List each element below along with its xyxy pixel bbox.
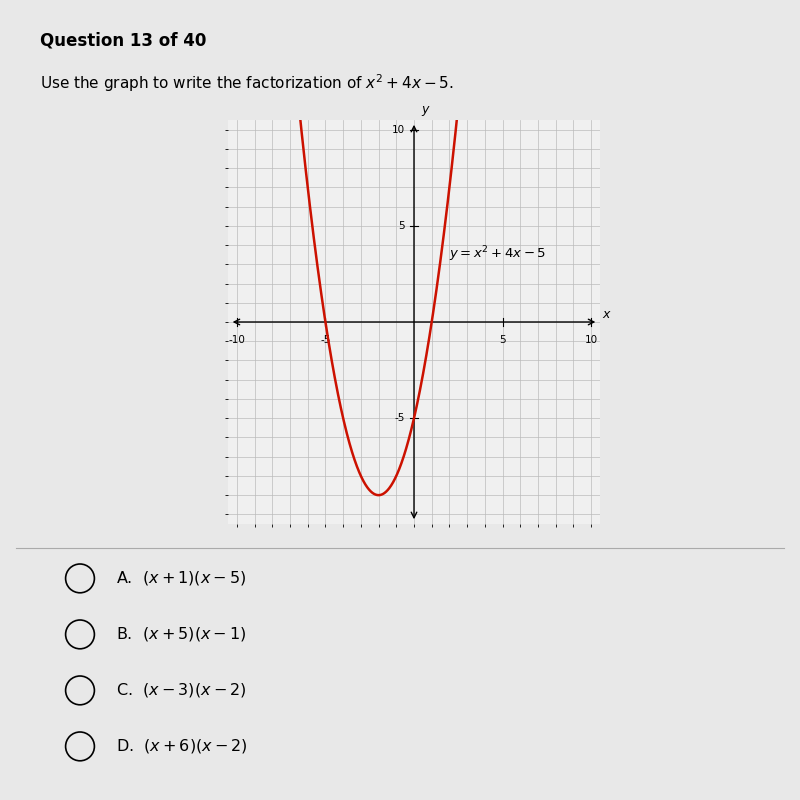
Text: A.  $(x+1)(x-5)$: A. $(x+1)(x-5)$ [116,570,246,587]
Text: 10: 10 [585,335,598,346]
Text: -10: -10 [229,335,246,346]
Text: D.  $(x+6)(x-2)$: D. $(x+6)(x-2)$ [116,738,248,755]
Text: C.  $(x-3)(x-2)$: C. $(x-3)(x-2)$ [116,682,246,699]
Text: Use the graph to write the factorization of $x^2 + 4x - 5$.: Use the graph to write the factorization… [40,72,454,94]
Text: B.  $(x+5)(x-1)$: B. $(x+5)(x-1)$ [116,626,246,643]
Text: 5: 5 [398,221,405,231]
Text: -5: -5 [320,335,330,346]
Text: $y$: $y$ [421,104,431,118]
Text: $x$: $x$ [602,308,611,321]
Text: -5: -5 [394,413,405,423]
Text: $y = x^2 + 4x - 5$: $y = x^2 + 4x - 5$ [450,245,546,265]
Text: 10: 10 [392,125,405,134]
Text: 5: 5 [499,335,506,346]
Text: Question 13 of 40: Question 13 of 40 [40,32,206,50]
